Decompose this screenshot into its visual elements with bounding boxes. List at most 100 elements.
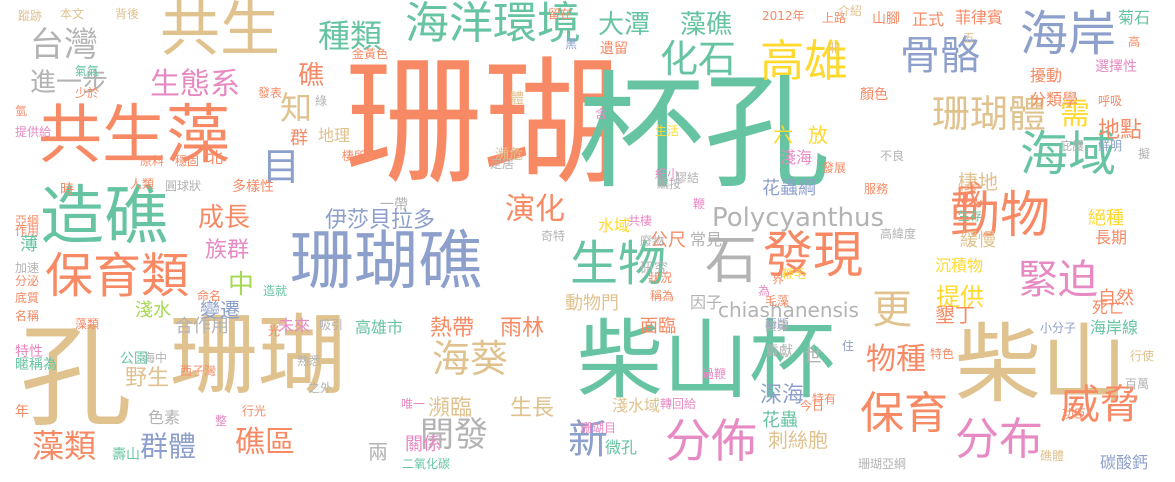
word-153: 稱為 (650, 289, 675, 303)
word-93: 自然 (1098, 288, 1134, 309)
word-80: 淺水 (135, 300, 171, 321)
word-13: 海岸 (1020, 6, 1117, 62)
word-117: 背後 (115, 7, 140, 21)
word-178: 庇護 (1060, 139, 1085, 153)
word-43: chiashanensis (718, 298, 859, 322)
word-170: 百萬 (1125, 377, 1150, 391)
word-34: 演化 (505, 192, 565, 227)
word-87: 花蟲 (762, 410, 798, 431)
word-118: 留在 (548, 7, 573, 21)
word-56: 知 (280, 89, 313, 127)
word-95: 海岸線 (1090, 318, 1139, 337)
word-110: 北 (207, 148, 224, 167)
word-137: 暱稱為 (15, 357, 57, 373)
word-131: 薄 (20, 234, 38, 255)
word-18: 石 (705, 231, 758, 291)
word-125: 少於 (75, 86, 100, 100)
word-103: 呼吸 (1098, 94, 1123, 108)
word-12: 骨骼 (900, 33, 980, 79)
word-149: 二氧化碳 (402, 457, 451, 471)
word-187: 含 (595, 107, 608, 121)
word-116: 本文 (60, 7, 85, 21)
word-21: 分佈 (665, 414, 757, 468)
word-112: 原料 (140, 154, 165, 168)
word-186: 發表 (258, 86, 283, 100)
word-65: 瀕臨 (428, 396, 473, 421)
word-42: Polycyanthus (712, 203, 885, 233)
word-62: 深海 (760, 383, 805, 408)
word-64: 淺水域 (612, 396, 661, 415)
word-194: 造就 (263, 284, 288, 298)
word-96: 分類學 (1030, 90, 1079, 109)
word-179: 擬 (1138, 147, 1151, 161)
word-128: 提供給 (15, 125, 52, 139)
word-24: 威脅 (1060, 382, 1140, 428)
word-106: 貢獻 (765, 344, 793, 360)
word-94: 墾丁 (935, 303, 975, 327)
word-41: 礁區 (235, 425, 295, 460)
word-33: 珊瑚體 (932, 92, 1047, 136)
word-151: 轉回給 (660, 397, 697, 411)
word-183: 毛藻 (765, 294, 790, 308)
word-0: 珊瑚 (345, 43, 622, 204)
word-113: 穩固 (175, 154, 200, 168)
word-76: 因子 (690, 293, 723, 312)
word-58: 放 (808, 123, 828, 147)
word-47: 成長 (198, 203, 251, 233)
word-123: 遺留 (600, 41, 628, 57)
word-22: 分布 (955, 414, 1043, 465)
word-165: 特有 (812, 392, 837, 406)
word-36: 海葵 (432, 337, 509, 381)
word-132: 加速 (15, 261, 40, 275)
word-147: 熟悉 (297, 354, 322, 368)
word-195: 為 (758, 284, 771, 298)
word-75: 研究 (640, 261, 668, 277)
word-68: 地理 (318, 126, 351, 145)
word-5: 柴山 (955, 315, 1127, 415)
word-164: 今日 (800, 399, 825, 413)
word-102: 顏色 (860, 87, 888, 103)
word-20: 緊迫 (1018, 257, 1098, 303)
word-28: 化石 (660, 37, 737, 81)
word-166: 功臣 (1062, 407, 1087, 421)
word-129: 亞綱 (15, 214, 40, 228)
word-23: 保育 (860, 388, 948, 439)
word-107: 時 (60, 182, 74, 198)
word-173: 特色 (930, 347, 955, 361)
word-78: 面臨 (640, 316, 676, 337)
word-138: 年 (15, 404, 29, 420)
word-1: 杯孔 (578, 59, 830, 206)
word-30: 大潭 (598, 10, 651, 40)
word-155: 膠結 (675, 171, 700, 185)
word-196: 鞭毛 (782, 267, 807, 281)
word-98: 選擇性 (1095, 59, 1137, 75)
word-81: 合作用 (175, 316, 229, 337)
word-122: 黑 (565, 37, 578, 51)
word-145: 整 (215, 414, 228, 428)
word-40: 群體 (140, 430, 197, 463)
word-198: 五 (963, 31, 976, 45)
word-167: 碳酸鈣 (1100, 453, 1149, 472)
word-57: 六 (773, 123, 793, 147)
word-97: 擾動 (1030, 66, 1063, 85)
word-91: 絕種 (1088, 208, 1124, 229)
word-188: 生活 (655, 124, 680, 138)
word-148: 唯一 (401, 397, 426, 411)
word-88: 長期 (1095, 228, 1128, 247)
word-172: 行使 (1130, 349, 1155, 363)
word-163: 鞭 (693, 197, 706, 211)
word-191: 命名 (197, 289, 222, 303)
word-124: 氣氣 (75, 64, 100, 78)
word-156: 編按 (657, 177, 682, 191)
word-74: 常見 (690, 230, 723, 249)
word-83: 色素 (148, 408, 181, 427)
word-127: 氫 (15, 104, 28, 118)
word-32: 目 (262, 145, 301, 189)
word-31: 藻礁 (680, 10, 733, 40)
word-121: 介紹 (838, 4, 863, 18)
word-119: 2012年 (762, 9, 805, 23)
word-180: 鮮明 (1098, 139, 1123, 153)
word-53: 成 (955, 179, 984, 212)
word-89: 沉積物 (935, 256, 984, 275)
